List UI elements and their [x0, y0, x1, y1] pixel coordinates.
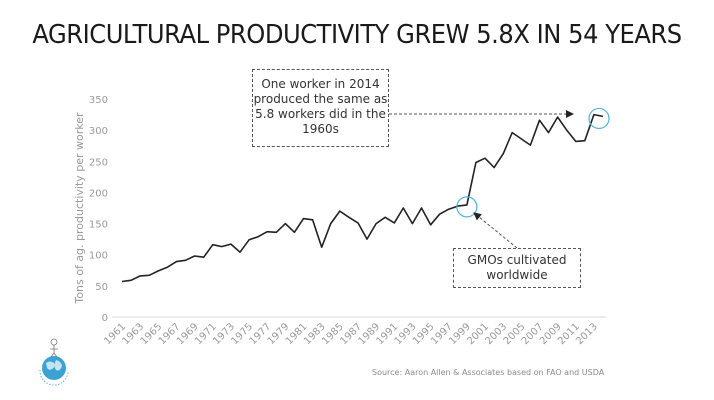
data-point: [194, 255, 196, 257]
data-point: [439, 213, 441, 215]
annotation-connectors: [389, 110, 574, 249]
data-point: [166, 266, 168, 268]
data-point: [121, 280, 123, 282]
y-tick-label: 0: [102, 313, 108, 324]
data-point: [303, 218, 305, 220]
series-line: [121, 113, 604, 283]
note-line: GMOs cultivated: [467, 253, 567, 267]
data-point: [275, 231, 277, 233]
data-point: [466, 204, 468, 206]
data-point: [357, 222, 359, 224]
data-point: [330, 223, 332, 225]
y-tick-label: 200: [89, 188, 108, 199]
data-point: [411, 223, 413, 225]
highlight-circle: [588, 107, 610, 130]
data-point: [230, 243, 232, 245]
data-point: [393, 222, 395, 224]
data-point: [375, 223, 377, 225]
chart-title: AGRICULTURAL PRODUCTIVITY GREW 5.8X IN 5…: [32, 20, 682, 50]
note-line: 5.8 workers did in the: [255, 107, 386, 121]
data-point: [502, 153, 504, 155]
data-point: [402, 207, 404, 209]
gmo-connector-arrow: [473, 212, 518, 249]
note-line: One worker in 2014: [261, 77, 380, 91]
y-axis-label: Tons of ag. productivity per worker: [73, 112, 86, 305]
y-axis: 0 50 100 150 200 250 300 350: [89, 95, 108, 324]
data-point: [484, 157, 486, 159]
annotation-gmo-note: GMOs cultivated worldwide: [453, 248, 581, 288]
data-point: [321, 246, 323, 248]
highlight-circle: [456, 196, 478, 218]
y-tick-label: 50: [95, 282, 108, 293]
globe-logo-icon: [39, 338, 69, 386]
note-line: produced the same as: [253, 92, 388, 106]
data-point: [348, 216, 350, 218]
data-point: [520, 138, 522, 140]
note-line: 1960s: [302, 122, 339, 136]
y-tick-label: 100: [89, 251, 108, 262]
data-point: [448, 208, 450, 210]
data-point: [548, 132, 550, 134]
data-point: [293, 231, 295, 233]
data-point: [529, 144, 531, 146]
y-tick-label: 300: [89, 126, 108, 137]
data-point: [139, 275, 141, 277]
data-point: [384, 216, 386, 218]
data-point: [212, 244, 214, 246]
data-point: [148, 274, 150, 276]
y-tick-label: 150: [89, 220, 108, 231]
data-point: [312, 219, 314, 221]
data-point: [420, 207, 422, 209]
data-point: [203, 256, 205, 258]
data-point: [221, 246, 223, 248]
data-point: [566, 129, 568, 131]
note-line: worldwide: [486, 268, 548, 282]
data-point: [593, 114, 595, 116]
data-point: [130, 279, 132, 281]
data-point: [239, 251, 241, 253]
x-axis: 1961196319651967196919711973197519771979…: [102, 321, 600, 347]
data-point: [339, 210, 341, 212]
data-point: [257, 236, 259, 238]
data-point: [157, 270, 159, 272]
data-point: [584, 140, 586, 142]
data-point: [430, 224, 432, 226]
y-tick-label: 250: [89, 157, 108, 168]
y-tick-label: 350: [89, 95, 108, 106]
x-tick-label: 2013: [574, 321, 600, 347]
data-point: [475, 162, 477, 164]
data-point: [538, 119, 540, 121]
data-point: [266, 231, 268, 233]
data-point: [175, 261, 177, 263]
data-point: [493, 167, 495, 169]
data-points: [121, 107, 610, 282]
source-text: Source: Aaron Allen & Associates based o…: [372, 368, 605, 377]
data-point: [575, 140, 577, 142]
data-point: [557, 116, 559, 118]
data-point: [511, 132, 513, 134]
data-point: [185, 259, 187, 261]
data-point: [284, 223, 286, 225]
data-point: [248, 239, 250, 241]
annotation-worker-note: One worker in 2014 produced the same as …: [252, 69, 389, 147]
data-point: [366, 238, 368, 240]
data-point: [602, 115, 604, 117]
